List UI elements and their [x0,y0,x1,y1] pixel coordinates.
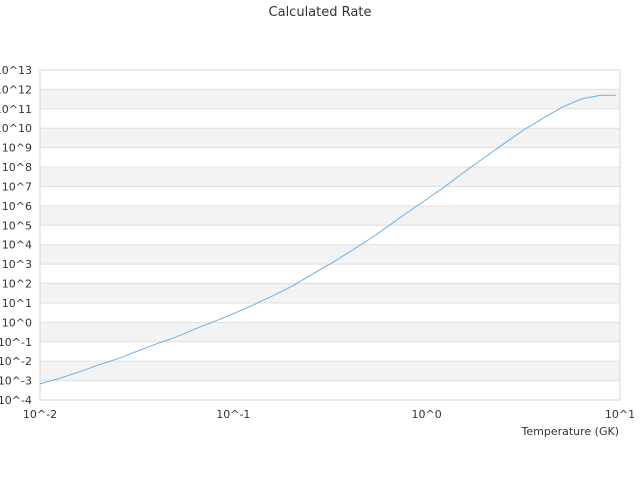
y-tick-label: 10^-3 [0,375,32,388]
grid-band [40,70,620,90]
grid-band [40,108,620,129]
y-tick-label: 10^5 [2,219,32,232]
x-tick-label: 10^0 [412,408,442,421]
y-tick-label: 10^6 [2,200,32,213]
y-tick-label: 10^8 [2,161,32,174]
series-line [39,94,616,385]
grid-band [40,283,620,303]
y-tick-label: 10^12 [0,83,32,96]
grid-band [40,147,620,168]
grid-band [40,264,620,284]
y-tick-label: 10^-1 [0,336,32,349]
grid-band [40,244,620,265]
grid-band [40,89,620,109]
series-layer [39,94,616,385]
y-tick-label: 10^0 [2,316,32,329]
grid-band [40,167,620,187]
y-tick-label: 10^-4 [0,394,32,407]
y-tick-label: 10^13 [0,64,32,77]
y-tick-label: 10^2 [2,278,32,291]
y-tick-label: 10^11 [0,103,32,116]
x-axis-ticks: 10^-2 10^-1 10^0 10^1 [23,408,635,421]
grid-band [40,225,620,245]
grid-band [40,322,620,342]
plot-frame [39,69,621,401]
grid-band [40,302,620,323]
grid-band [40,128,620,148]
chart-title: Calculated Rate [269,5,372,20]
y-tick-label: 10^3 [2,258,32,271]
x-tick-label: 10^-2 [23,408,57,421]
y-tick-label: 10^1 [2,297,32,310]
grid-band [40,186,620,206]
grid-band [40,361,620,381]
y-tick-label: 10^-2 [0,355,32,368]
x-tick-label: 10^1 [605,408,635,421]
grid-band [40,205,620,226]
x-axis-title: Temperature (GK) [521,425,620,438]
x-tick-label: 10^-1 [216,408,250,421]
grid-band [40,341,620,362]
y-axis-ticks: 10^-4 10^-3 10^-2 10^-1 10^0 10^1 10^2 10^3 10^4… [0,64,32,407]
y-tick-label: 10^4 [2,239,32,252]
grid-bands [40,70,620,400]
y-tick-label: 10^10 [0,122,32,135]
y-tick-label: 10^9 [2,142,32,155]
y-tick-label: 10^7 [2,180,32,193]
grid-band [40,380,620,400]
